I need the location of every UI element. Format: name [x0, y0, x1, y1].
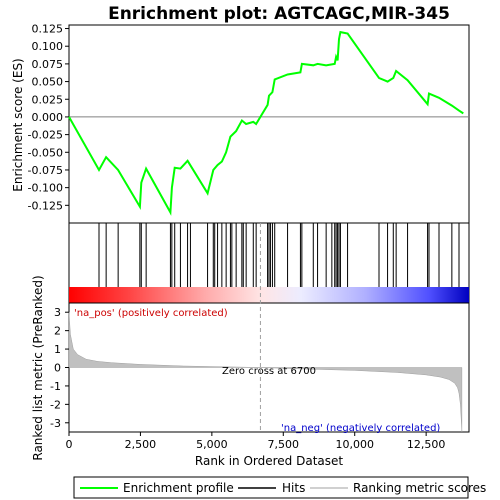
es-y-tick-label: -0.125	[28, 199, 63, 212]
hit-marks	[98, 223, 460, 287]
metric-x-tick-label: 0	[66, 438, 73, 451]
metric-y-tick-label: 1	[54, 343, 61, 356]
metric-y-axis: 3 2 1 0 -1 -2 -3	[50, 306, 69, 430]
es-y-tick-label: 0.000	[32, 111, 64, 124]
es-y-tick-label: 0.100	[32, 40, 64, 53]
metric-y-tick-label: 0	[54, 362, 61, 375]
es-y-tick-label: -0.050	[28, 146, 63, 159]
es-panel: 0.125 0.100 0.075 0.050 0.025 0.000 -0.025 -0.0…	[11, 23, 470, 224]
es-y-tick-label: 0.050	[32, 76, 64, 89]
zero-cross-label: Zero cross at 6700	[222, 366, 316, 377]
legend-hits-label: Hits	[282, 481, 305, 495]
metric-y-tick-label: 3	[54, 306, 61, 319]
es-y-tick-label: 0.075	[32, 58, 64, 71]
metric-y-tick-label: -3	[50, 417, 61, 430]
es-y-axis: 0.125 0.100 0.075 0.050 0.025 0.000 -0.025 -0.0…	[28, 23, 69, 212]
es-y-tick-label: 0.125	[32, 23, 64, 36]
enrichment-profile-line	[68, 30, 464, 216]
pos-label: 'na_pos' (positively correlated)	[74, 308, 228, 319]
legend-profile-label: Enrichment profile	[123, 481, 234, 495]
hits-panel	[68, 222, 470, 304]
metric-x-tick-label: 7,500	[268, 438, 300, 451]
metric-y-tick-label: 2	[54, 325, 61, 338]
es-y-tick-label: -0.075	[28, 164, 63, 177]
metric-y-tick-label: -2	[50, 398, 61, 411]
chart-title: Enrichment plot: AGTCAGC,MIR-345	[108, 4, 450, 24]
metric-x-tick-label: 2,500	[125, 438, 157, 451]
rank-color-band	[69, 287, 469, 303]
es-y-tick-label: -0.100	[28, 182, 63, 195]
es-y-label: Enrichment score (ES)	[11, 58, 25, 191]
metric-x-tick-label: 5,000	[196, 438, 228, 451]
metric-x-tick-label: 10,000	[335, 438, 374, 451]
ranking-metric-area	[68, 312, 463, 433]
metric-y-tick-label: -1	[50, 380, 61, 393]
legend: Enrichment profile Hits Ranking metric s…	[73, 476, 486, 499]
metric-x-axis: 0 2,500 5,000 7,500 10,000 12,500	[66, 432, 446, 451]
es-y-tick-label: 0.025	[32, 93, 64, 106]
es-panel-frame	[68, 24, 470, 224]
legend-metric-label: Ranking metric scores	[353, 481, 486, 495]
metric-y-label: Ranked list metric (PreRanked)	[31, 275, 45, 460]
metric-x-tick-label: 12,500	[407, 438, 446, 451]
es-y-tick-label: -0.025	[28, 129, 63, 142]
neg-label: 'na_neg' (negatively correlated)	[281, 423, 440, 434]
metric-x-label: Rank in Ordered Dataset	[195, 454, 343, 468]
